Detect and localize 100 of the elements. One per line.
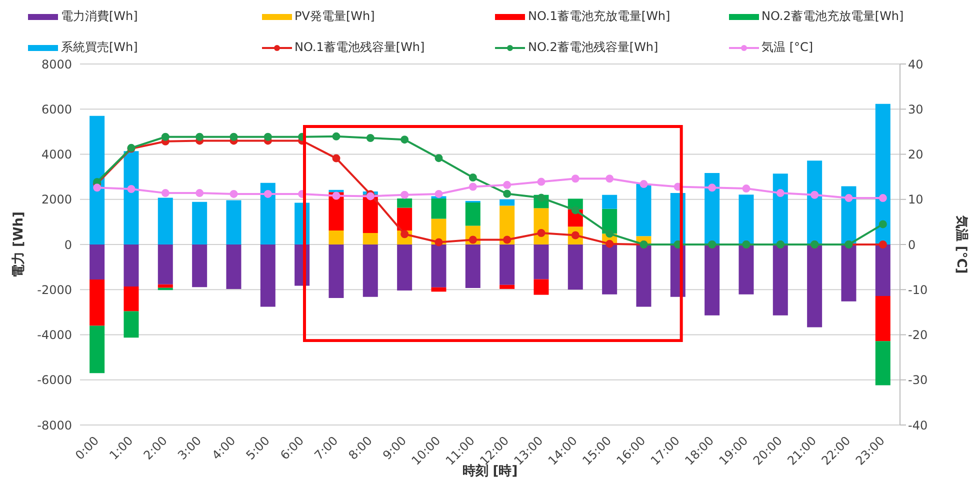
- point: [264, 132, 272, 141]
- legend-label: 気温 [°C]: [762, 39, 814, 56]
- bar: [875, 104, 890, 244]
- bar: [192, 244, 208, 288]
- point: [503, 236, 512, 244]
- point: [366, 134, 374, 142]
- point: [606, 174, 614, 183]
- point: [571, 174, 580, 183]
- bar: [431, 287, 446, 292]
- bar: [90, 326, 105, 374]
- y-tick-label: 2000: [41, 192, 72, 207]
- point: [878, 240, 887, 248]
- point: [161, 132, 170, 141]
- y2-tick-label: 0: [908, 238, 916, 252]
- bar: [807, 244, 822, 328]
- point: [264, 190, 272, 198]
- bar: [397, 198, 412, 208]
- x-axis-title: 時刻 [時]: [462, 463, 518, 479]
- bar: [875, 296, 890, 342]
- bar: [260, 244, 276, 307]
- bar: [500, 244, 515, 285]
- bar: [158, 198, 173, 244]
- y2-tick-label: -40: [908, 418, 928, 432]
- point: [776, 189, 784, 198]
- bar: [465, 202, 480, 226]
- point: [468, 182, 477, 191]
- legend-label: 電力消費[Wh]: [61, 8, 138, 25]
- point: [127, 184, 136, 193]
- point: [878, 220, 887, 228]
- bar: [328, 244, 344, 298]
- bar: [568, 244, 583, 290]
- point: [434, 238, 443, 246]
- bar: [602, 208, 618, 234]
- point: [571, 206, 580, 214]
- y2-tick-label: 10: [908, 192, 924, 207]
- bar: [772, 174, 788, 244]
- bar: [397, 244, 412, 291]
- y2-tick-label: 30: [908, 102, 924, 116]
- bar: [90, 116, 105, 244]
- y-tick-label: -2000: [37, 282, 72, 297]
- point: [332, 154, 340, 162]
- point: [606, 230, 614, 238]
- bar: [431, 244, 446, 288]
- bar: [875, 341, 890, 386]
- point: [400, 190, 409, 199]
- bar: [465, 244, 480, 288]
- point: [708, 184, 716, 192]
- bar: [90, 244, 105, 280]
- bar: [362, 232, 378, 244]
- point: [332, 192, 340, 200]
- bar: [124, 286, 139, 312]
- bar: [738, 244, 754, 294]
- bar: [328, 230, 344, 244]
- bar: [90, 279, 105, 326]
- bar: [500, 199, 515, 206]
- bar: [636, 244, 652, 307]
- bar: [704, 172, 720, 244]
- y-tick-label: 6000: [41, 102, 72, 116]
- point: [230, 190, 238, 198]
- y2-tick-label: 40: [908, 57, 924, 72]
- point: [503, 180, 512, 189]
- bar: [602, 194, 618, 209]
- point: [196, 132, 204, 141]
- point: [537, 228, 546, 237]
- legend-label: 系統買売[Wh]: [61, 39, 138, 56]
- point: [640, 180, 648, 188]
- bar: [260, 182, 276, 244]
- point: [400, 136, 409, 144]
- bar: [875, 244, 890, 296]
- point: [332, 132, 340, 140]
- y2-axis-title: 気温 [°C]: [953, 214, 968, 274]
- point: [230, 132, 238, 141]
- bar: [226, 200, 242, 244]
- bar: [431, 198, 446, 219]
- y-tick-label: 4000: [41, 148, 72, 162]
- bar: [772, 244, 788, 316]
- point: [161, 189, 170, 198]
- legend-label: NO.2蓄電池充放電量[Wh]: [762, 8, 904, 25]
- point: [468, 173, 477, 182]
- point: [434, 190, 443, 198]
- bar: [500, 284, 515, 289]
- point: [742, 184, 750, 193]
- bar: [534, 244, 549, 280]
- bar: [226, 244, 242, 289]
- legend-label: NO.1蓄電池充放電量[Wh]: [528, 8, 670, 25]
- point: [434, 154, 443, 162]
- legend-label: NO.1蓄電池残容量[Wh]: [294, 39, 425, 56]
- point: [503, 190, 512, 198]
- point: [468, 236, 477, 244]
- legend-label: NO.2蓄電池残容量[Wh]: [528, 39, 658, 56]
- legend-label: PV発電量[Wh]: [294, 8, 375, 25]
- bar: [397, 208, 412, 231]
- y-axis-title: 電力 [Wh]: [12, 211, 27, 278]
- point: [878, 194, 887, 202]
- y2-tick-label: -20: [908, 328, 928, 342]
- bar: [158, 284, 173, 288]
- y-tick-label: 8000: [41, 57, 72, 72]
- bar: [158, 244, 173, 284]
- bar: [192, 202, 208, 244]
- y-tick-label: 0: [64, 238, 72, 252]
